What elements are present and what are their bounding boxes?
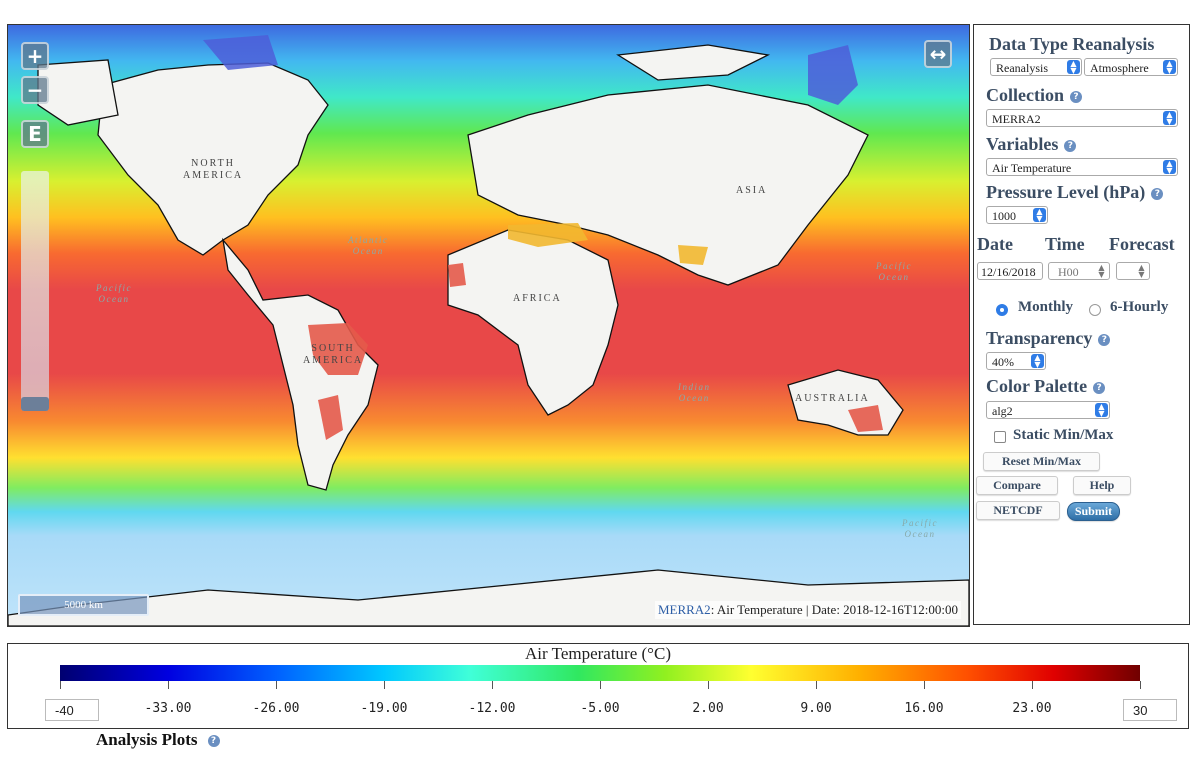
legend-tick	[924, 681, 925, 689]
legend-max-input[interactable]: 30	[1123, 699, 1177, 721]
control-panel: Data Type Reanalysis Reanalysis ▲ ▼ Atmosp…	[973, 24, 1190, 625]
domain-select[interactable]: Atmosphere ▲ ▼	[1084, 58, 1178, 76]
zoom-extent-button[interactable]: E	[21, 120, 49, 148]
chevron-updown-icon: ▲ ▼	[1033, 208, 1046, 223]
legend-tick	[600, 681, 601, 689]
zoom-in-button[interactable]: +	[21, 42, 49, 70]
legend-tick-label: -26.00	[252, 701, 300, 716]
legend-title: Air Temperature (°C)	[525, 644, 671, 663]
help-icon[interactable]: ?	[1064, 139, 1077, 152]
chevron-updown-icon: ▲ ▼	[1031, 354, 1044, 369]
monthly-radio[interactable]	[996, 304, 1008, 316]
analysis-plots-heading: Analysis Plots?	[96, 730, 220, 750]
label-australia: AUSTRALIA	[795, 393, 870, 404]
data-type-select[interactable]: Reanalysis ▲ ▼	[990, 58, 1082, 76]
legend-tick	[816, 681, 817, 689]
transparency-heading: Transparency?	[986, 328, 1111, 349]
chevron-updown-icon: ▲ ▼	[1067, 60, 1080, 75]
legend-tick	[1140, 681, 1141, 689]
label-north-america: NORTH AMERICA	[183, 158, 244, 181]
collection-heading: Collection?	[986, 85, 1082, 106]
label-atlantic-ocean: Atlantic Ocean	[348, 235, 389, 256]
variable-select[interactable]: Air Temperature ▲ ▼	[986, 158, 1178, 176]
six-hourly-radio[interactable]	[1089, 304, 1101, 316]
transparency-select[interactable]: 40% ▲ ▼	[986, 352, 1046, 370]
legend-tick	[60, 681, 61, 689]
date-input[interactable]: 12/16/2018	[977, 262, 1043, 280]
legend-tick	[276, 681, 277, 689]
six-hourly-label: 6-Hourly	[1110, 299, 1169, 315]
attribution-text: : Air Temperature | Date: 2018-12-16T12:…	[710, 602, 958, 617]
label-indian-ocean: Indian Ocean	[678, 382, 711, 403]
map-view[interactable]: NORTH AMERICA SOUTH AMERICA AFRICA ASIA AU…	[7, 24, 970, 627]
label-asia: ASIA	[736, 185, 768, 196]
time-label: Time	[1045, 234, 1085, 254]
label-pacific-ocean-west: Pacific Ocean	[96, 283, 132, 304]
scale-bar: 5000 km	[18, 594, 149, 616]
legend-tick-label: 16.00	[904, 701, 944, 716]
help-icon[interactable]: ?	[1070, 90, 1082, 103]
legend-color-bar	[60, 665, 1140, 681]
zoom-slider-track[interactable]	[21, 171, 49, 411]
palette-heading: Color Palette?	[986, 376, 1106, 397]
pressure-select[interactable]: 1000 ▲ ▼	[986, 206, 1048, 224]
legend-tick-label: -33.00	[144, 701, 192, 716]
legend-tick	[492, 681, 493, 689]
zoom-out-button[interactable]: −	[21, 76, 49, 104]
forecast-label: Forecast	[1109, 234, 1175, 254]
fullscreen-icon[interactable]: ↔	[924, 40, 952, 68]
legend-tick	[1032, 681, 1033, 689]
legend-tick	[708, 681, 709, 689]
label-south-america: SOUTH AMERICA	[303, 343, 364, 366]
chevron-updown-icon: ▲ ▼	[1163, 111, 1176, 126]
chevron-updown-icon: ▲ ▼	[1098, 263, 1105, 279]
legend-tick	[384, 681, 385, 689]
color-legend: Air Temperature (°C) -33.00 -26.00 -19.00 -…	[7, 643, 1189, 729]
legend-tick-label: 23.00	[1012, 701, 1052, 716]
data-type-label: Data Type Reanalysis	[989, 34, 1155, 54]
chevron-updown-icon: ▲ ▼	[1095, 403, 1108, 418]
help-icon[interactable]: ?	[1151, 187, 1164, 200]
legend-tick-label: 2.00	[692, 701, 724, 716]
help-icon[interactable]: ?	[1098, 333, 1111, 346]
chevron-updown-icon: ▲ ▼	[1163, 60, 1176, 75]
label-pacific-ocean-south: Pacific Ocean	[902, 518, 938, 539]
legend-tick	[168, 681, 169, 689]
legend-tick-label: -19.00	[360, 701, 408, 716]
date-label: Date	[977, 234, 1013, 254]
collection-select[interactable]: MERRA2 ▲ ▼	[986, 109, 1178, 127]
static-minmax-checkbox[interactable]	[994, 431, 1006, 443]
help-button[interactable]: Help	[1073, 476, 1131, 495]
legend-min-input[interactable]: -40	[45, 699, 99, 721]
zoom-slider-handle[interactable]	[21, 397, 49, 411]
label-pacific-ocean-east: Pacific Ocean	[876, 261, 912, 282]
forecast-select[interactable]: ▲ ▼	[1116, 262, 1150, 280]
legend-tick-label: -5.00	[580, 701, 620, 716]
attribution-link[interactable]: MERRA2	[657, 602, 711, 617]
submit-button[interactable]: Submit	[1067, 502, 1120, 521]
reset-minmax-button[interactable]: Reset Min/Max	[983, 452, 1100, 471]
netcdf-button[interactable]: NETCDF	[976, 501, 1060, 520]
label-africa: AFRICA	[513, 293, 562, 304]
variables-heading: Variables?	[986, 134, 1077, 155]
chevron-updown-icon: ▲ ▼	[1163, 160, 1176, 175]
monthly-label: Monthly	[1018, 299, 1074, 315]
palette-select[interactable]: alg2 ▲ ▼	[986, 401, 1110, 419]
chevron-updown-icon: ▲ ▼	[1138, 263, 1145, 279]
help-icon[interactable]: ?	[207, 735, 220, 748]
legend-tick-label: -12.00	[468, 701, 516, 716]
compare-button[interactable]: Compare	[976, 476, 1058, 495]
static-minmax-label: Static Min/Max	[1013, 427, 1114, 443]
temperature-overlay	[8, 25, 969, 626]
time-select[interactable]: H00 ▲ ▼	[1048, 262, 1110, 280]
help-icon[interactable]: ?	[1093, 381, 1106, 394]
legend-tick-label: 9.00	[800, 701, 832, 716]
map-attribution: MERRA2: Air Temperature | Date: 2018-12-…	[654, 601, 961, 619]
pressure-heading: Pressure Level (hPa)?	[986, 182, 1164, 203]
